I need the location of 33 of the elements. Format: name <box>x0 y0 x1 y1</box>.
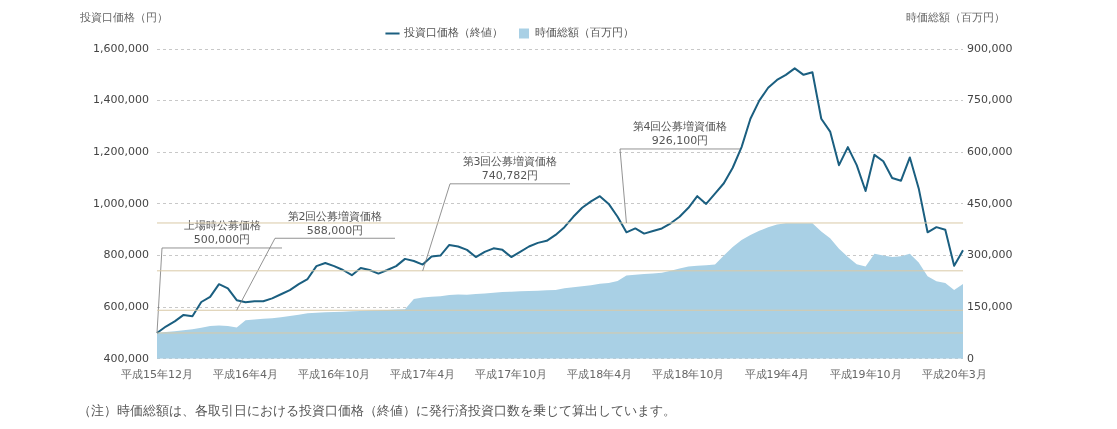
ref-line-label: 第3回公募増資価格 740,782円 <box>462 155 558 183</box>
x-tick-label: 平成18年4月 <box>567 368 633 382</box>
y-tick-label: 1,600,000 <box>93 41 149 55</box>
legend-label: 投資口価格（終値） <box>402 26 503 40</box>
x-tick-label: 平成17年4月 <box>390 368 456 382</box>
x-tick-label: 平成19年4月 <box>744 368 810 382</box>
ref-line-label: 第4回公募増資価格 926,100円 <box>632 120 728 148</box>
x-tick-label: 平成20年3月 <box>921 368 987 382</box>
y2-tick-label: 300,000 <box>967 248 1013 262</box>
y2-tick-label: 900,000 <box>967 41 1013 55</box>
x-tick-label: 平成19年10月 <box>829 368 902 382</box>
legend-label: 時価総額（百万円） <box>535 26 634 40</box>
y2-tick-label: 0 <box>967 351 974 365</box>
y-tick-label: 400,000 <box>103 351 149 365</box>
x-tick-label: 平成15年12月 <box>121 368 193 382</box>
ref-line-label: 上場時公募価格 500,000円 <box>183 219 261 247</box>
y-tick-label: 1,000,000 <box>93 196 149 210</box>
y2-tick-label: 600,000 <box>967 145 1013 159</box>
y-axis-title: 投資口価格（円） <box>79 10 168 24</box>
y2-axis-title: 時価総額（百万円） <box>906 10 1005 24</box>
x-tick-label: 平成16年10月 <box>298 368 371 382</box>
y2-tick-label: 150,000 <box>967 300 1013 314</box>
ref-line-label: 第2回公募増資価格 588,000円 <box>287 209 383 237</box>
y2-tick-label: 450,000 <box>967 196 1013 210</box>
x-tick-label: 平成17年10月 <box>475 368 548 382</box>
x-tick-label: 平成18年10月 <box>652 368 725 382</box>
text: （注）時価総額は、各取引日における投資口価格（終値）に発行済投資口数を乗じて算出しています。 <box>78 402 676 420</box>
x-tick-label: 平成16年4月 <box>213 368 279 382</box>
y-tick-label: 600,000 <box>103 300 149 314</box>
y-tick-label: 1,400,000 <box>93 93 149 107</box>
y2-tick-label: 750,000 <box>967 93 1013 107</box>
y-tick-label: 1,200,000 <box>93 145 149 159</box>
y-tick-label: 800,000 <box>103 248 149 262</box>
